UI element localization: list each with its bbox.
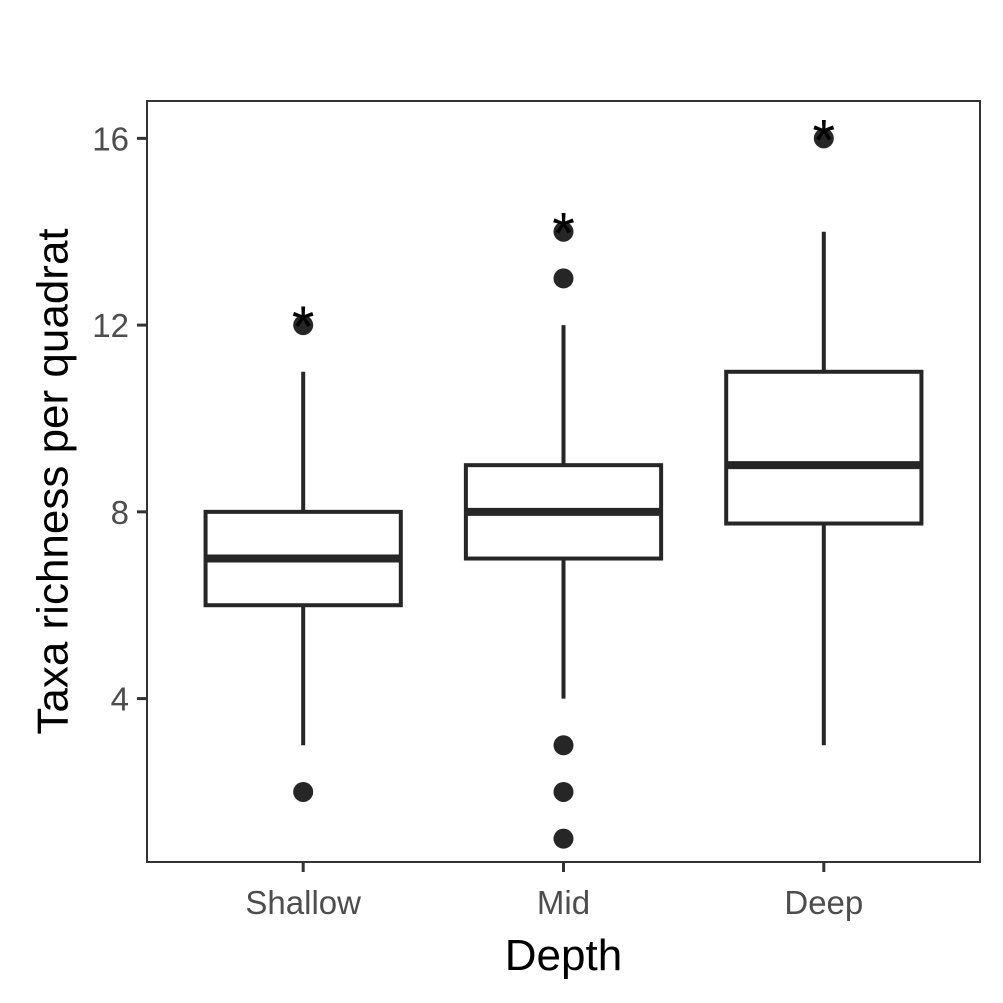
outlier-point: [553, 221, 574, 242]
outlier-point: [293, 315, 314, 336]
y-tick-label: 16: [92, 120, 129, 157]
box-iqr: [724, 369, 924, 526]
outlier-point: [553, 781, 574, 802]
box-group-shallow: *: [203, 295, 403, 802]
y-axis-title: Taxa richness per quadrat: [29, 228, 78, 734]
significance-annotation: *: [292, 295, 315, 360]
y-tick-label: 4: [111, 681, 129, 718]
outlier-point: [813, 128, 834, 149]
x-tick-label: Mid: [537, 884, 590, 921]
x-tick-label: Shallow: [245, 884, 361, 921]
box-group-deep: *: [724, 108, 924, 746]
axes: Shallow Mid Deep 4 8 12 16: [92, 120, 863, 921]
significance-annotation: *: [552, 202, 575, 267]
outlier-point: [553, 735, 574, 756]
box-group-mid: *: [463, 202, 664, 849]
y-tick-label: 8: [111, 494, 129, 531]
outlier-point: [293, 781, 314, 802]
x-tick-label: Deep: [784, 884, 863, 921]
significance-annotation: *: [813, 108, 836, 173]
plot-marks: * * *: [203, 108, 924, 849]
x-axis-title: Depth: [505, 931, 622, 980]
y-tick-label: 12: [92, 307, 129, 344]
outlier-point: [553, 828, 574, 849]
outlier-point: [553, 268, 574, 289]
